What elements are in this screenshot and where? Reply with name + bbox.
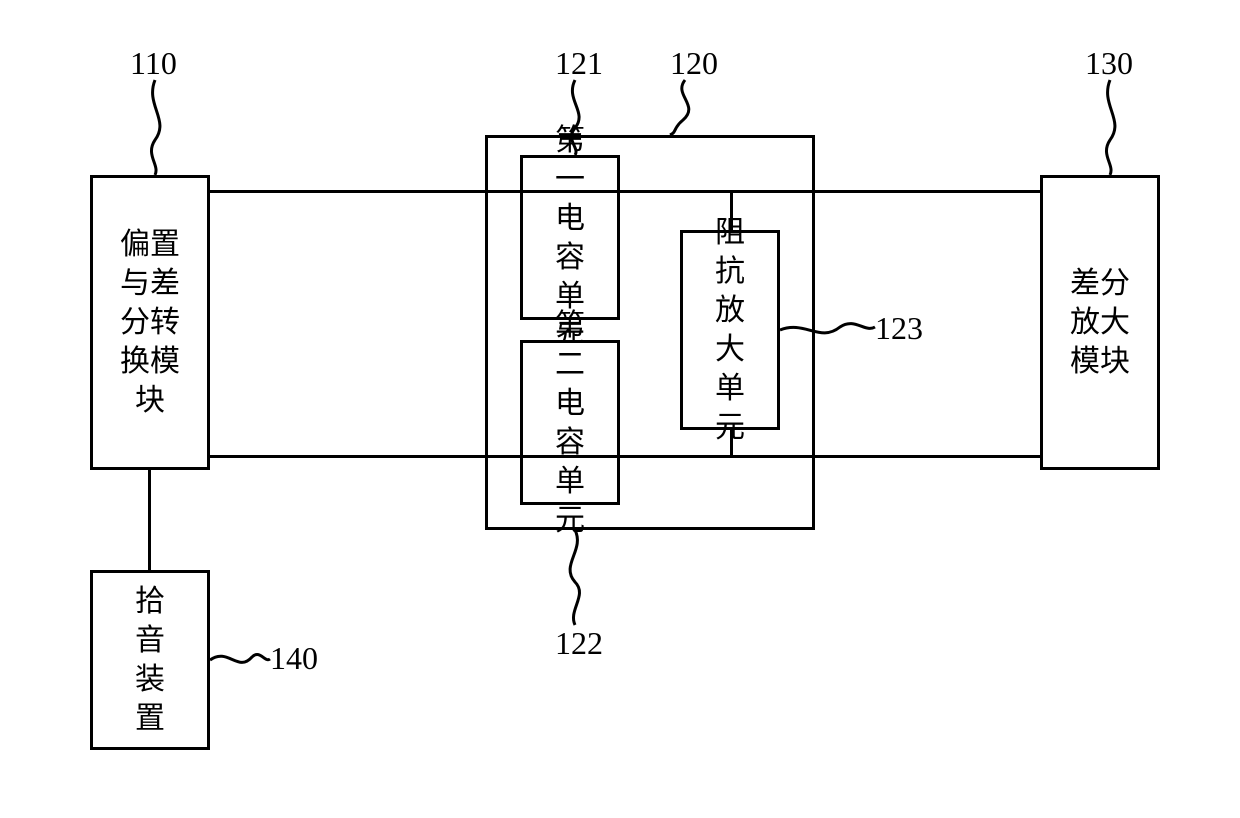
leader-122	[560, 530, 600, 630]
stub-123-top	[730, 190, 733, 230]
leader-130	[1095, 80, 1135, 180]
ref-121: 121	[555, 45, 603, 82]
leader-121	[560, 80, 600, 160]
leader-120	[665, 80, 715, 140]
leader-140	[210, 645, 275, 675]
block-110: 偏置与差分转换模块	[90, 175, 210, 470]
diagram-canvas: 偏置与差分转换模块 拾音装置 第一电容单元 第二电容单元 阻抗放大单元 差分放大…	[0, 0, 1240, 818]
bottom-bus-line	[210, 455, 1040, 458]
block-130: 差分放大模块	[1040, 175, 1160, 470]
ref-123: 123	[875, 310, 923, 347]
top-bus-line	[210, 190, 1040, 193]
ref-120: 120	[670, 45, 718, 82]
block-122: 第二电容单元	[520, 340, 620, 505]
stub-123-bottom	[730, 430, 733, 458]
ref-122: 122	[555, 625, 603, 662]
block-140-label: 拾音装置	[120, 576, 180, 744]
ref-130: 130	[1085, 45, 1133, 82]
block-123: 阻抗放大单元	[680, 230, 780, 430]
ref-110: 110	[130, 45, 177, 82]
block-110-label: 偏置与差分转换模块	[105, 219, 195, 426]
ref-140: 140	[270, 640, 318, 677]
leader-123	[780, 315, 880, 345]
connector-110-140	[148, 470, 151, 570]
block-121: 第一电容单元	[520, 155, 620, 320]
leader-110	[140, 80, 180, 180]
block-123-label: 阻抗放大单元	[700, 207, 760, 453]
block-140: 拾音装置	[90, 570, 210, 750]
block-130-label: 差分放大模块	[1055, 258, 1145, 387]
block-122-label: 第二电容单元	[540, 300, 600, 546]
